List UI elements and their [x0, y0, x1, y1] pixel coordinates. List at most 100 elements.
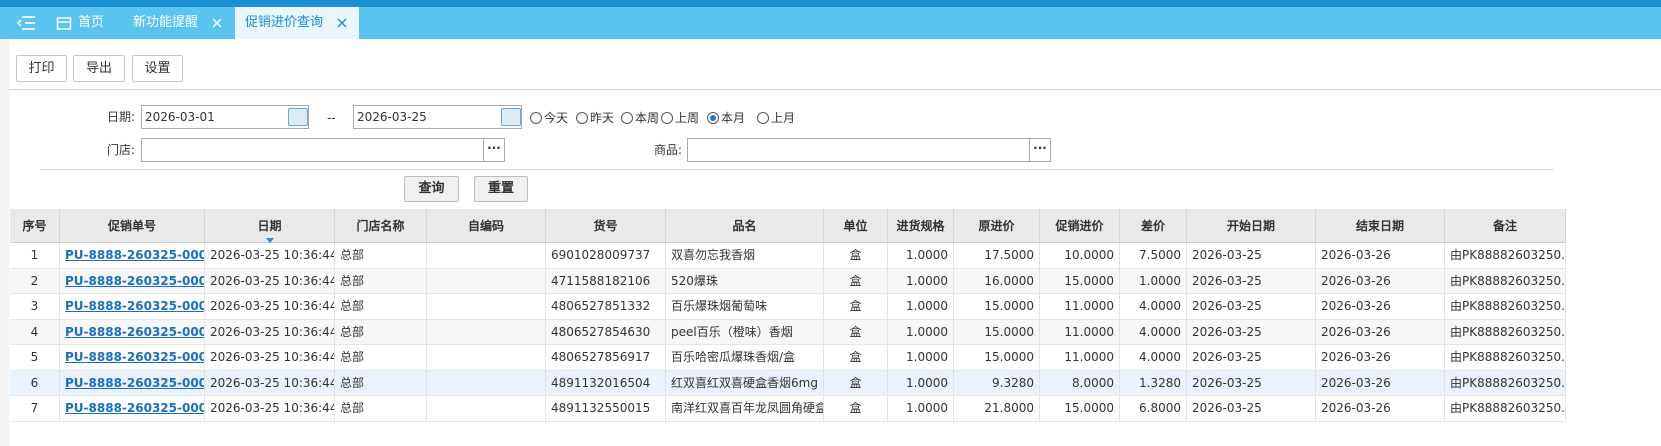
table-cell: 2026-03-25 10:36:44	[205, 294, 335, 320]
close-icon[interactable]	[336, 17, 348, 29]
column-header[interactable]: 序号	[10, 209, 60, 243]
menu-icon[interactable]	[17, 15, 37, 33]
date-to-input[interactable]: 2026-03-25	[353, 105, 522, 129]
column-header[interactable]: 日期	[205, 209, 335, 243]
table-cell: 由PK88882603250...	[1445, 243, 1566, 269]
order-link[interactable]: PU-8888-260325-0004	[65, 273, 205, 288]
column-header[interactable]: 品名	[666, 209, 824, 243]
product-input[interactable]	[687, 138, 1030, 162]
column-header[interactable]: 门店名称	[335, 209, 427, 243]
home-icon	[56, 17, 72, 30]
table-cell: 2026-03-25	[1187, 396, 1316, 422]
table-cell	[427, 345, 546, 371]
column-header[interactable]: 进货规格	[888, 209, 954, 243]
date-label: 日期:	[107, 110, 136, 124]
table-cell: 4891132550015	[546, 396, 666, 422]
table-cell: 总部	[335, 243, 427, 269]
table-cell: 1.0000	[888, 396, 954, 422]
column-header[interactable]: 差价	[1120, 209, 1187, 243]
table-cell[interactable]: PU-8888-260325-0004	[60, 396, 205, 422]
table-cell[interactable]: PU-8888-260325-0004	[60, 243, 205, 269]
column-header[interactable]: 结束日期	[1316, 209, 1445, 243]
calendar-icon[interactable]	[288, 108, 308, 126]
table-cell: 4711588182106	[546, 268, 666, 294]
order-link[interactable]: PU-8888-260325-0004	[65, 324, 205, 339]
column-header[interactable]: 促销进价	[1040, 209, 1120, 243]
table-cell[interactable]: PU-8888-260325-0004	[60, 268, 205, 294]
column-header[interactable]: 货号	[546, 209, 666, 243]
toolbar-button[interactable]: 导出	[73, 55, 125, 82]
column-header[interactable]: 单位	[824, 209, 888, 243]
table-cell: 4806527851332	[546, 294, 666, 320]
table-cell[interactable]: PU-8888-260325-0004	[60, 370, 205, 396]
table-cell: 4806527854630	[546, 319, 666, 345]
table-cell: 盒	[824, 268, 888, 294]
store-input[interactable]	[141, 138, 484, 162]
divider	[9, 89, 1661, 90]
table-cell: 11.0000	[1040, 319, 1120, 345]
table-cell	[427, 370, 546, 396]
tab[interactable]: 新功能提醒	[133, 15, 199, 30]
date-from-input[interactable]: 2026-03-01	[141, 105, 309, 129]
table-cell: 1.0000	[888, 268, 954, 294]
table-cell: 15.0000	[954, 345, 1040, 371]
table-cell: 15.0000	[1040, 396, 1120, 422]
table-cell: 总部	[335, 345, 427, 371]
product-picker[interactable]: ···	[1029, 138, 1051, 162]
close-icon[interactable]	[211, 17, 223, 29]
order-link[interactable]: PU-8888-260325-0004	[65, 299, 205, 313]
filter-button[interactable]: 查询	[404, 176, 459, 202]
table-cell: 7	[10, 396, 60, 422]
table-cell[interactable]: PU-8888-260325-0004	[60, 319, 205, 345]
column-header[interactable]: 开始日期	[1187, 209, 1316, 243]
tab[interactable]: 促销进价查询	[235, 7, 359, 39]
table-cell: 4	[10, 319, 60, 345]
table-cell: 2026-03-25	[1187, 268, 1316, 294]
table-cell: 2026-03-25 10:36:44	[205, 268, 335, 294]
order-link[interactable]: PU-8888-260325-0004	[65, 350, 205, 364]
toolbar-button[interactable]: 打印	[16, 55, 67, 82]
table-cell: 盒	[824, 243, 888, 269]
table-cell: 2026-03-25 10:36:44	[205, 396, 335, 422]
table-cell: 1.3280	[1120, 370, 1187, 396]
table-cell	[427, 294, 546, 320]
table-cell: 4.0000	[1120, 294, 1187, 320]
radio-button[interactable]	[621, 112, 633, 124]
column-header[interactable]: 自编码	[427, 209, 546, 243]
radio-button[interactable]	[757, 112, 769, 124]
column-header[interactable]: 备注	[1445, 209, 1566, 243]
order-link[interactable]: PU-8888-260325-0004	[65, 375, 205, 390]
tab[interactable]: 首页	[78, 15, 105, 30]
top-strip	[0, 0, 1661, 7]
table-cell[interactable]: PU-8888-260325-0004	[60, 294, 205, 320]
table-cell: 2026-03-25	[1187, 319, 1316, 345]
table-cell: 总部	[335, 370, 427, 396]
column-header[interactable]: 促销单号	[60, 209, 205, 243]
table-cell: 4806527856917	[546, 345, 666, 371]
table-cell: 1.0000	[888, 345, 954, 371]
table-cell: 5	[10, 345, 60, 371]
radio-button[interactable]	[530, 112, 542, 124]
table-cell: 17.5000	[954, 243, 1040, 269]
table-cell: 2026-03-26	[1316, 294, 1445, 320]
table-cell: 由PK88882603250...	[1445, 294, 1566, 320]
table-cell: 9.3280	[954, 370, 1040, 396]
radio-button[interactable]	[576, 112, 588, 124]
table-cell: 2026-03-25	[1187, 243, 1316, 269]
table-cell: 2026-03-25 10:36:44	[205, 370, 335, 396]
radio-button[interactable]	[661, 112, 673, 124]
order-link[interactable]: PU-8888-260325-0004	[65, 248, 205, 262]
table-cell: 10.0000	[1040, 243, 1120, 269]
calendar-icon[interactable]	[501, 108, 521, 126]
store-picker[interactable]: ···	[483, 138, 505, 162]
radio-label: 本月	[721, 111, 746, 125]
table-cell: 2026-03-25	[1187, 345, 1316, 371]
table-cell: 4.0000	[1120, 345, 1187, 371]
order-link[interactable]: PU-8888-260325-0004	[65, 401, 205, 415]
radio-button[interactable]	[707, 112, 719, 124]
filter-button[interactable]: 重置	[474, 176, 528, 202]
table-cell: 双喜勿忘我香烟	[666, 243, 824, 269]
column-header[interactable]: 原进价	[954, 209, 1040, 243]
toolbar-button[interactable]: 设置	[132, 55, 183, 82]
table-cell[interactable]: PU-8888-260325-0004	[60, 345, 205, 371]
